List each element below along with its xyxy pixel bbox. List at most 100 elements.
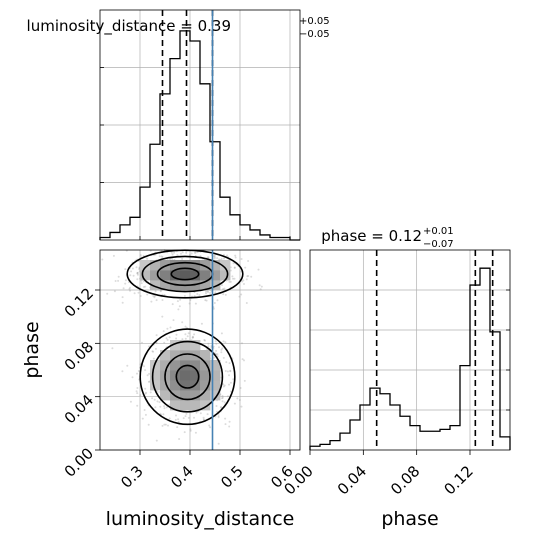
joint-density-cell (190, 340, 201, 351)
joint-scatter-point (228, 420, 231, 423)
joint-scatter-point (223, 384, 226, 387)
joint-scatter-point (189, 429, 192, 432)
joint-scatter-point (209, 426, 212, 429)
joint-scatter-point (144, 369, 147, 372)
joint-contour-mode1-level0 (175, 364, 200, 389)
joint-scatter-point (165, 337, 168, 340)
joint-scatter-point (176, 426, 179, 429)
joint-scatter-point (229, 390, 232, 393)
joint-scatter-point (238, 295, 241, 298)
joint-scatter-point (136, 392, 139, 395)
joint-density-cell (180, 390, 191, 401)
joint-scatter-point (188, 302, 191, 305)
joint-scatter-point (175, 333, 178, 336)
joint-scatter-point (224, 370, 227, 372)
joint-scatter-point (136, 271, 139, 274)
joint-scatter-point (218, 258, 221, 261)
joint-scatter-point (140, 282, 143, 285)
joint-scatter-point (190, 252, 193, 255)
joint-scatter-point (149, 391, 152, 394)
joint-scatter-point (257, 268, 260, 271)
joint-scatter-point (144, 387, 147, 390)
phase-hist-frame (309, 249, 511, 451)
joint-density-cell (180, 400, 191, 411)
joint-scatter-point (200, 322, 203, 325)
joint-density-cell (190, 260, 201, 271)
joint-density-cell (190, 270, 201, 281)
phase-title-main: phase = 0.12 (321, 227, 422, 245)
joint-scatter-point (198, 294, 201, 296)
joint-scatter-point (153, 296, 156, 299)
joint-density-cell (190, 370, 201, 381)
joint-scatter-point (226, 254, 229, 257)
joint-scatter-point (155, 299, 158, 302)
joint-scatter-point (220, 406, 223, 409)
joint-scatter-point (155, 334, 158, 337)
luminosity-distance-histogram-steps (99, 30, 300, 241)
joint-scatter-point (117, 279, 120, 282)
joint-scatter-point (188, 254, 191, 256)
joint-scatter-point (212, 356, 215, 359)
joint-density-cell (200, 260, 211, 271)
joint-scatter-point (205, 290, 207, 293)
joint-density-cell (210, 370, 221, 381)
joint-scatter-point (135, 390, 138, 393)
joint-scatter-point (259, 288, 262, 291)
joint-scatter-point (185, 412, 188, 415)
joint-scatter-point (133, 292, 136, 295)
joint-scatter-point (158, 401, 161, 404)
phase-histogram-panel: 0.00 0.04 0.08 0.12 phase = 0.12 +0.01 −0.0… (280, 226, 511, 530)
joint-scatter-point (146, 257, 149, 260)
joint-scatter-point (129, 289, 131, 292)
joint-density-cell (180, 380, 191, 391)
joint-scatter-point (196, 251, 199, 254)
joint-scatter-point (221, 397, 223, 400)
joint-scatter-point (179, 298, 182, 301)
joint-scatter-point (232, 378, 235, 381)
phase-title: phase = 0.12 (321, 227, 422, 245)
joint-scatter-point (226, 370, 229, 373)
joint-scatter-point (151, 350, 154, 353)
joint-scatter-point (138, 268, 141, 271)
joint-scatter-point (222, 356, 225, 359)
joint-density-cell (160, 260, 171, 271)
joint-density-cell (190, 400, 201, 411)
phase-quantile-lines (375, 250, 494, 450)
joint-scatter-point (170, 251, 173, 254)
joint-scatter-point (161, 315, 164, 318)
luminosity-distance-title: luminosity_distance = 0.39 (27, 17, 231, 36)
joint-contour-mode0-level2 (141, 255, 229, 293)
joint-scatter-point (193, 416, 195, 419)
joint-scatter-point (121, 370, 124, 373)
joint-scatter-point (129, 274, 132, 277)
joint-scatter-point (223, 257, 225, 260)
joint-scatter-point (241, 358, 244, 361)
joint-x-axis-label: luminosity_distance (106, 508, 295, 530)
joint-scatter-point (159, 405, 162, 408)
joint-scatter-point (244, 266, 247, 269)
joint-ytick-label-2: 0.08 (61, 338, 97, 374)
joint-scatter-point (223, 401, 226, 404)
joint-scatter-point (136, 387, 139, 389)
joint-scatter-point (242, 279, 245, 282)
joint-contour-mode0-level0 (170, 267, 200, 281)
joint-density-cell (150, 260, 161, 271)
joint-scatter-point (240, 405, 243, 408)
luminosity-distance-title-main: luminosity_distance = 0.39 (27, 17, 231, 36)
joint-scatter-point (112, 254, 115, 257)
joint-xtick-label-0: 0.3 (117, 462, 147, 492)
joint-scatter-point (224, 293, 227, 296)
joint-scatter-point (166, 338, 169, 341)
joint-density-cell (170, 380, 181, 391)
phase-hist-grid (309, 250, 510, 450)
joint-scatter-point (178, 305, 181, 308)
joint-contours (126, 249, 244, 426)
phase-xtick-label-2: 0.08 (387, 462, 423, 498)
joint-scatter-point (186, 335, 189, 338)
joint-scatter-point (216, 410, 218, 413)
joint-scatter-point (214, 291, 217, 294)
joint-scatter-point (233, 266, 236, 269)
joint-scatter-point (124, 279, 127, 282)
joint-scatter-point (154, 290, 157, 293)
joint-scatter-point (202, 416, 205, 419)
